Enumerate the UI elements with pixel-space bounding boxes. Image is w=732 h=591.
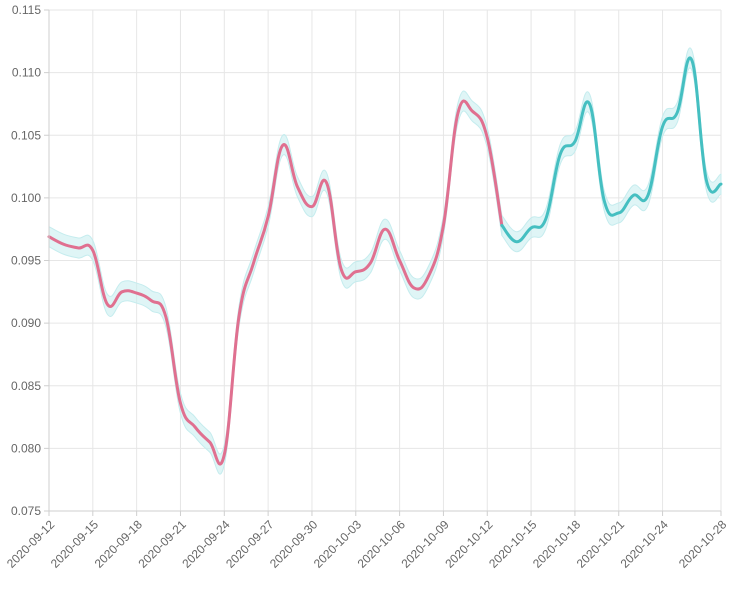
- series-0-band: [48, 90, 503, 475]
- grid-lines: [48, 9, 722, 512]
- series-1-band: [501, 47, 722, 253]
- y-tick-label: 0.110: [12, 66, 41, 80]
- y-tick-label: 0.075: [11, 504, 41, 518]
- y-tick-label: 0.080: [11, 441, 41, 455]
- x-axis-tick-labels: 2020-09-122020-09-152020-09-182020-09-21…: [4, 517, 730, 571]
- y-tick-label: 0.105: [11, 128, 41, 142]
- series-0-line: [47, 99, 504, 466]
- y-axis-tick-labels: 0.075 0.080 0.085 0.090 0.095 0.100 0.105 0.110…: [11, 3, 41, 518]
- y-tick-label: 0.095: [11, 254, 41, 268]
- y-tick-label: 0.085: [11, 379, 41, 393]
- series-lines: [47, 56, 723, 466]
- axes: [44, 9, 722, 516]
- x-tick-label: 2020-10-24: [618, 517, 672, 571]
- x-tick-label: 2020-10-28: [676, 517, 730, 571]
- y-tick-label: 0.115: [12, 3, 41, 17]
- y-tick-label: 0.100: [11, 191, 41, 205]
- y-tick-label: 0.090: [11, 316, 41, 330]
- series-1-line: [500, 56, 723, 244]
